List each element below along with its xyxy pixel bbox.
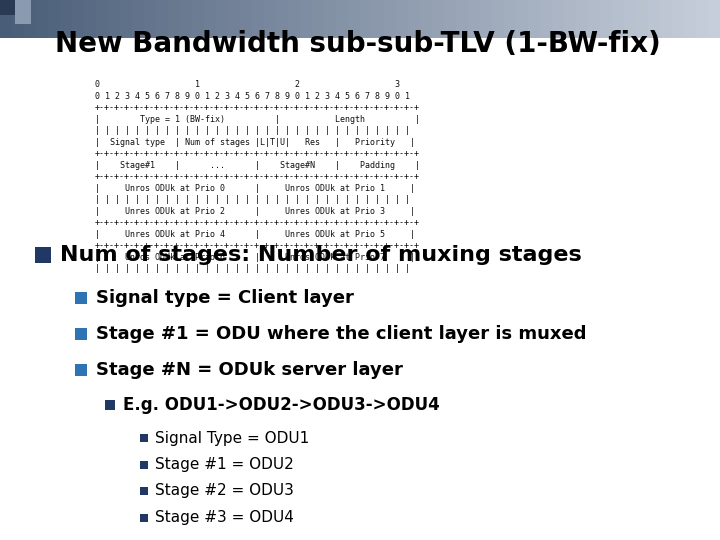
Bar bbox=[552, 0, 564, 38]
Bar bbox=[540, 0, 552, 38]
Bar bbox=[180, 0, 192, 38]
Bar bbox=[192, 0, 204, 38]
Bar bbox=[468, 0, 480, 38]
Text: |     Unres ODUk at Prio 4      |     Unres ODUk at Prio 5     |: | Unres ODUk at Prio 4 | Unres ODUk at P… bbox=[95, 230, 415, 239]
Bar bbox=[336, 0, 348, 38]
Bar bbox=[240, 0, 252, 38]
Text: Stage #1 = ODU where the client layer is muxed: Stage #1 = ODU where the client layer is… bbox=[96, 325, 586, 343]
Bar bbox=[408, 0, 420, 38]
Bar bbox=[36, 0, 48, 38]
Text: +-+-+-+-+-+-+-+-+-+-+-+-+-+-+-+-+-+-+-+-+-+-+-+-+-+-+-+-+-+-+-+-+: +-+-+-+-+-+-+-+-+-+-+-+-+-+-+-+-+-+-+-+-… bbox=[95, 218, 420, 227]
Bar bbox=[35, 247, 50, 263]
Bar bbox=[168, 0, 180, 38]
Bar bbox=[648, 0, 660, 38]
Text: +-+-+-+-+-+-+-+-+-+-+-+-+-+-+-+-+-+-+-+-+-+-+-+-+-+-+-+-+-+-+-+-+: +-+-+-+-+-+-+-+-+-+-+-+-+-+-+-+-+-+-+-+-… bbox=[95, 103, 420, 112]
Bar bbox=[144, 0, 156, 38]
Bar bbox=[48, 0, 60, 38]
Bar bbox=[492, 0, 504, 38]
Bar bbox=[132, 0, 144, 38]
Bar bbox=[264, 0, 276, 38]
Text: Signal Type = ODU1: Signal Type = ODU1 bbox=[155, 430, 310, 445]
Bar bbox=[75, 328, 86, 340]
Bar bbox=[140, 434, 148, 442]
Text: Signal type = Client layer: Signal type = Client layer bbox=[96, 289, 354, 307]
Bar bbox=[708, 0, 720, 38]
Text: |     Unros ODUk at Prio 6      |     Unros ODUk at Prio 7     |: | Unros ODUk at Prio 6 | Unros ODUk at P… bbox=[95, 253, 415, 261]
Bar bbox=[636, 0, 648, 38]
Bar bbox=[140, 487, 148, 495]
Text: Num of stages: Number of muxing stages: Num of stages: Number of muxing stages bbox=[60, 245, 582, 265]
Bar bbox=[672, 0, 684, 38]
Bar bbox=[300, 0, 312, 38]
Bar bbox=[288, 0, 300, 38]
Bar bbox=[228, 0, 240, 38]
Bar bbox=[420, 0, 432, 38]
Text: Stage #3 = ODU4: Stage #3 = ODU4 bbox=[155, 510, 294, 525]
Bar bbox=[0, 0, 12, 38]
Text: Stage #1 = ODU2: Stage #1 = ODU2 bbox=[155, 457, 294, 472]
Bar bbox=[60, 0, 72, 38]
Text: |  Signal type  | Num of stages |L|T|U|   Res   |   Priority   |: | Signal type | Num of stages |L|T|U| Re… bbox=[95, 138, 415, 146]
Bar bbox=[96, 0, 108, 38]
Text: 0 1 2 3 4 5 6 7 8 9 0 1 2 3 4 5 6 7 8 9 0 1 2 3 4 5 6 7 8 9 0 1: 0 1 2 3 4 5 6 7 8 9 0 1 2 3 4 5 6 7 8 9 … bbox=[95, 91, 410, 100]
Bar bbox=[140, 514, 148, 522]
Bar bbox=[140, 461, 148, 469]
Bar bbox=[75, 292, 86, 303]
Bar bbox=[564, 0, 576, 38]
Bar bbox=[480, 0, 492, 38]
Text: New Bandwidth sub-sub-TLV (1-BW-fix): New Bandwidth sub-sub-TLV (1-BW-fix) bbox=[55, 30, 661, 58]
Bar bbox=[684, 0, 696, 38]
Bar bbox=[276, 0, 288, 38]
Bar bbox=[156, 0, 168, 38]
Text: +-+-+-+-+-+-+-+-+-+-+-+-+-+-+-+-+-+-+-+-+-+-+-+-+-+-+-+-+-+-+-+-+: +-+-+-+-+-+-+-+-+-+-+-+-+-+-+-+-+-+-+-+-… bbox=[95, 241, 420, 250]
Bar bbox=[105, 400, 114, 410]
Bar bbox=[696, 0, 708, 38]
Bar bbox=[120, 0, 132, 38]
Bar bbox=[576, 0, 588, 38]
Bar bbox=[588, 0, 600, 38]
Text: |     Unres ODUk at Prio 2      |     Unres ODUk at Prio 3     |: | Unres ODUk at Prio 2 | Unres ODUk at P… bbox=[95, 206, 415, 215]
Text: +-+-+-+-+-+-+-+-+-+-+-+-+-+-+-+-+-+-+-+-+-+-+-+-+-+-+-+-+-+-+-+-+: +-+-+-+-+-+-+-+-+-+-+-+-+-+-+-+-+-+-+-+-… bbox=[95, 172, 420, 181]
Bar bbox=[348, 0, 360, 38]
Bar bbox=[108, 0, 120, 38]
Bar bbox=[72, 0, 84, 38]
Bar bbox=[504, 0, 516, 38]
Bar bbox=[516, 0, 528, 38]
Bar bbox=[528, 0, 540, 38]
Bar bbox=[600, 0, 612, 38]
Bar bbox=[660, 0, 672, 38]
Text: | | | | | | | | | | | | | | | | | | | | | | | | | | | | | | | |: | | | | | | | | | | | | | | | | | | | | … bbox=[95, 126, 410, 135]
Bar bbox=[15, 0, 30, 24]
Text: +-+-+-+-+-+-+-+-+-+-+-+-+-+-+-+-+-+-+-+-+-+-+-+-+-+-+-+-+-+-+-+-+: +-+-+-+-+-+-+-+-+-+-+-+-+-+-+-+-+-+-+-+-… bbox=[95, 149, 420, 158]
Bar bbox=[324, 0, 336, 38]
Bar bbox=[456, 0, 468, 38]
Bar bbox=[624, 0, 636, 38]
Text: | | | | | | | | | | | | | | | | | | | | | | | | | | | | | | | |: | | | | | | | | | | | | | | | | | | | | … bbox=[95, 195, 410, 204]
Bar bbox=[12, 0, 24, 38]
Bar bbox=[312, 0, 324, 38]
Text: |    Stage#1    |      ...      |    Stage#N    |    Padding    |: | Stage#1 | ... | Stage#N | Padding | bbox=[95, 160, 420, 170]
Bar bbox=[612, 0, 624, 38]
Bar bbox=[0, 0, 15, 15]
Bar bbox=[444, 0, 456, 38]
Text: |        Type = 1 (BW-fix)          |           Length          |: | Type = 1 (BW-fix) | Length | bbox=[95, 114, 420, 124]
Bar bbox=[204, 0, 216, 38]
Bar bbox=[216, 0, 228, 38]
Text: 0                   1                   2                   3: 0 1 2 3 bbox=[95, 80, 400, 89]
Bar bbox=[24, 0, 36, 38]
Bar bbox=[84, 0, 96, 38]
Bar bbox=[360, 0, 372, 38]
Text: Stage #2 = ODU3: Stage #2 = ODU3 bbox=[155, 483, 294, 498]
Bar bbox=[372, 0, 384, 38]
Bar bbox=[75, 364, 86, 376]
Text: E.g. ODU1->ODU2->ODU3->ODU4: E.g. ODU1->ODU2->ODU3->ODU4 bbox=[122, 396, 439, 414]
Text: |     Unros ODUk at Prio 0      |     Unros ODUk at Prio 1     |: | Unros ODUk at Prio 0 | Unros ODUk at P… bbox=[95, 184, 415, 192]
Text: Stage #N = ODUk server layer: Stage #N = ODUk server layer bbox=[96, 361, 402, 379]
Bar bbox=[252, 0, 264, 38]
Text: | | | | | | | | | | | | | | | | | | | | | | | | | | | | | | | |: | | | | | | | | | | | | | | | | | | | | … bbox=[95, 264, 410, 273]
Bar bbox=[396, 0, 408, 38]
Bar bbox=[432, 0, 444, 38]
Bar bbox=[384, 0, 396, 38]
